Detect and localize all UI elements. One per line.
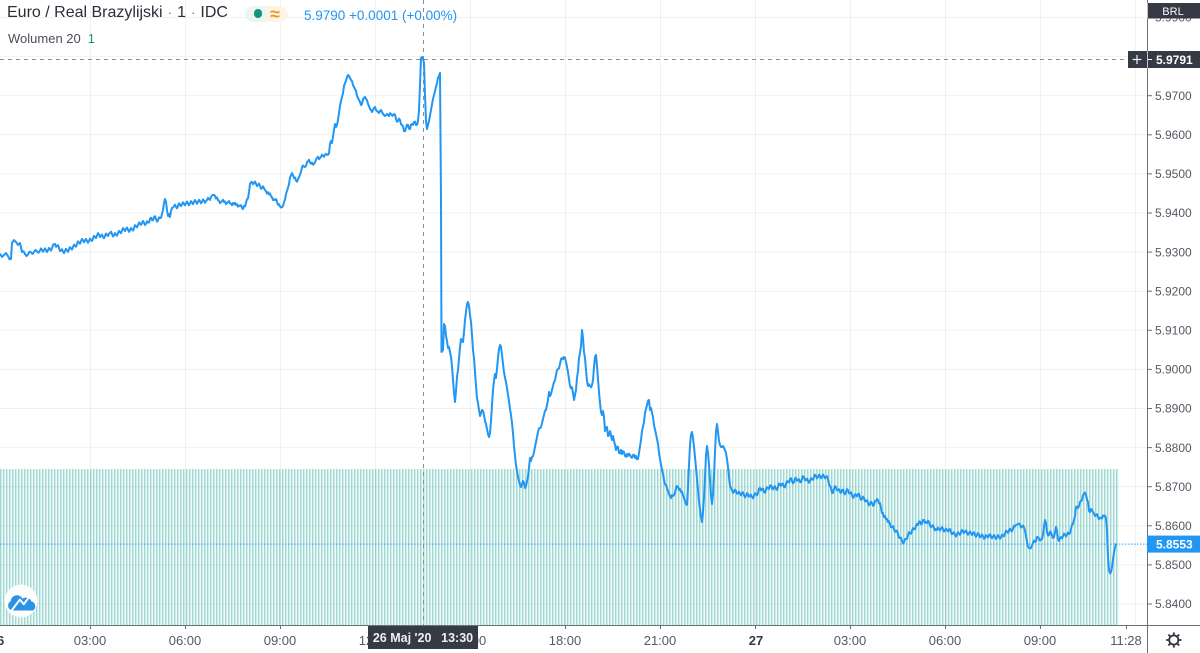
svg-text:03:00: 03:00 (834, 633, 867, 648)
svg-text:26 Maj '20 13:30: 26 Maj '20 13:30 (373, 631, 473, 645)
svg-text:5.8400: 5.8400 (1155, 597, 1192, 611)
svg-text:18:00: 18:00 (549, 633, 582, 648)
svg-text:5.8800: 5.8800 (1155, 441, 1192, 455)
svg-text:27: 27 (749, 633, 763, 648)
svg-text:5.9500: 5.9500 (1155, 167, 1192, 181)
svg-text:5.9600: 5.9600 (1155, 128, 1192, 142)
svg-text:26: 26 (0, 633, 4, 648)
svg-text:5.8700: 5.8700 (1155, 480, 1192, 494)
svg-text:5.8600: 5.8600 (1155, 519, 1192, 533)
svg-text:5.9000: 5.9000 (1155, 363, 1192, 377)
svg-text:21:00: 21:00 (644, 633, 677, 648)
svg-text:5.9700: 5.9700 (1155, 89, 1192, 103)
svg-text:03:00: 03:00 (74, 633, 107, 648)
svg-text:5.8500: 5.8500 (1155, 558, 1192, 572)
svg-text:5.9300: 5.9300 (1155, 245, 1192, 259)
svg-text:5.9200: 5.9200 (1155, 284, 1192, 298)
svg-text:11:28: 11:28 (1110, 633, 1142, 648)
svg-text:5.8553: 5.8553 (1156, 538, 1193, 552)
svg-text:06:00: 06:00 (169, 633, 202, 648)
svg-text:5.9400: 5.9400 (1155, 206, 1192, 220)
svg-text:5.8900: 5.8900 (1155, 402, 1192, 416)
svg-text:09:00: 09:00 (1024, 633, 1057, 648)
svg-text:5.9100: 5.9100 (1155, 324, 1192, 338)
svg-text:09:00: 09:00 (264, 633, 297, 648)
svg-text:06:00: 06:00 (929, 633, 962, 648)
svg-text:BRL: BRL (1162, 6, 1183, 18)
svg-text:5.9791: 5.9791 (1156, 53, 1193, 67)
